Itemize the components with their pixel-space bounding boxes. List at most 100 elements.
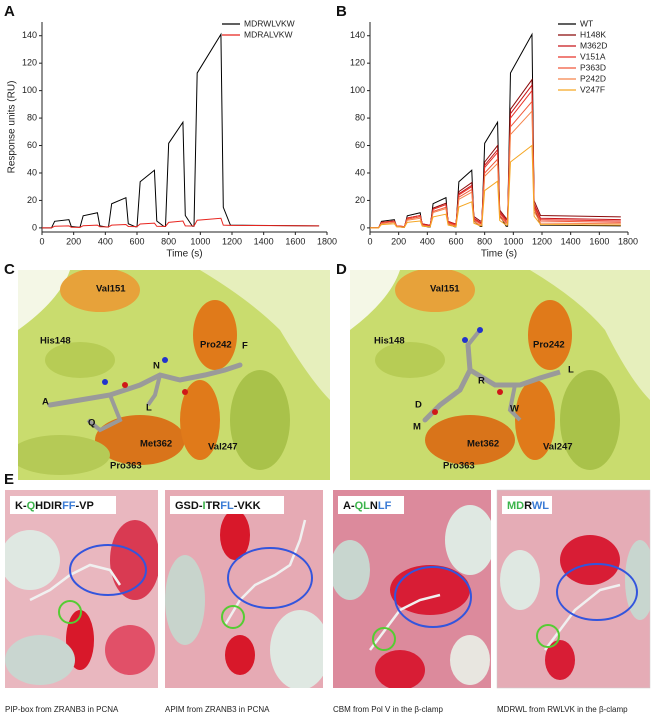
panel-letter: E (4, 471, 14, 488)
series-line (42, 217, 320, 229)
sequence-part: K- (15, 500, 27, 512)
residue-label: N (153, 361, 160, 372)
sequence-part: MD (507, 500, 524, 512)
sequence-part: -VP (76, 500, 94, 512)
y-tick-label: 100 (22, 85, 37, 95)
residue-label: Met362 (140, 439, 172, 450)
y-tick-label: 40 (27, 167, 37, 177)
y-tick-label: 120 (350, 58, 365, 68)
sequence-part: LF (378, 500, 392, 512)
x-tick-label: 1800 (317, 236, 337, 246)
residue-label: Pro363 (110, 461, 142, 472)
y-tick-label: 140 (22, 30, 37, 40)
y-tick-label: 100 (350, 85, 365, 95)
series-line (42, 32, 320, 229)
series-line (370, 109, 621, 229)
x-tick-label: 600 (448, 236, 463, 246)
surface-image-e3 (333, 490, 491, 688)
caption: CBM from Pol V in the β-clamp (333, 705, 444, 714)
sequence-title: A-QLNLF (343, 500, 392, 512)
y-tick-label: 60 (355, 140, 365, 150)
sequence-part: FF (62, 500, 76, 512)
y-tick-label: 0 (360, 222, 365, 232)
sequence-part: TR (206, 500, 221, 512)
sequence-part: -VKK (234, 500, 261, 512)
residue-label: Q (88, 418, 95, 429)
series-line (370, 78, 621, 229)
panel-letter: C (4, 261, 15, 278)
residue-label: L (568, 365, 574, 376)
x-tick-label: 600 (129, 236, 144, 246)
residue-label: D (415, 400, 422, 411)
x-tick-label: 200 (66, 236, 81, 246)
series-line (370, 89, 621, 229)
title-background (10, 496, 116, 514)
series-line (370, 83, 621, 229)
title-background (170, 496, 284, 514)
residue-label: R (478, 376, 485, 387)
residue-label: His148 (40, 336, 71, 347)
residue-label: Val247 (543, 442, 573, 453)
sequence-part: QL (355, 500, 371, 512)
residue-label: Val247 (208, 442, 238, 453)
panel-letter: D (336, 261, 347, 278)
panel-letter: A (4, 3, 15, 20)
residue-label: A (42, 397, 49, 408)
residue-label: Pro242 (533, 340, 565, 351)
residue-label: Met362 (467, 439, 499, 450)
residue-label: M (413, 422, 421, 433)
surface-image-d (350, 270, 650, 480)
y-tick-label: 20 (27, 195, 37, 205)
x-tick-label: 1600 (285, 236, 305, 246)
legend-label: V247F (580, 84, 605, 94)
residue-label: Val151 (430, 284, 460, 295)
y-tick-label: 140 (350, 30, 365, 40)
x-tick-label: 200 (391, 236, 406, 246)
residue-label: Pro363 (443, 461, 475, 472)
legend-label: V151A (580, 51, 606, 61)
x-tick-label: 1400 (254, 236, 274, 246)
sequence-part: N (370, 500, 378, 512)
x-tick-label: 1000 (503, 236, 523, 246)
title-background (502, 496, 552, 514)
frame (496, 489, 651, 689)
x-axis-label: Time (s) (166, 249, 202, 260)
caption: MDRWL from RWLVK in the β-clamp (497, 705, 628, 714)
legend-label: H148K (580, 29, 606, 39)
residue-label: Pro242 (200, 340, 232, 351)
y-tick-label: 0 (32, 222, 37, 232)
surface-image-e4 (497, 490, 650, 688)
x-tick-label: 1800 (618, 236, 638, 246)
surface-image-e1 (5, 490, 158, 688)
y-tick-label: 40 (355, 167, 365, 177)
caption: APIM from ZRANB3 in PCNA (165, 705, 270, 714)
x-axis-label: Time (s) (481, 249, 517, 260)
x-tick-label: 1200 (222, 236, 242, 246)
x-tick-label: 0 (39, 236, 44, 246)
x-tick-label: 1200 (532, 236, 552, 246)
legend-label: P242D (580, 73, 606, 83)
sequence-title: K-QHDIRFF-VP (15, 500, 94, 512)
y-tick-label: 120 (22, 58, 37, 68)
sequence-part: FL (220, 500, 234, 512)
legend-label: MDRALVKW (244, 29, 293, 39)
residue-label: L (146, 403, 152, 414)
sequence-part: R (524, 500, 532, 512)
sequence-part: Q (27, 500, 36, 512)
x-tick-label: 0 (367, 236, 372, 246)
sequence-title: GSD-ITRFL-VKK (175, 500, 261, 512)
caption: PIP-box from ZRANB3 in PCNA (5, 705, 119, 714)
surface-image-c (18, 270, 330, 480)
y-tick-label: 60 (27, 140, 37, 150)
series-line (370, 100, 621, 229)
sequence-part: A- (343, 500, 355, 512)
y-tick-label: 20 (355, 195, 365, 205)
sequence-title: MDRWL (507, 500, 549, 512)
panel-letter: B (336, 3, 347, 20)
legend-label: P363D (580, 62, 606, 72)
x-tick-label: 800 (161, 236, 176, 246)
sequence-part: HDIR (35, 500, 62, 512)
y-axis-label: Response units (RU) (7, 81, 18, 174)
x-tick-label: 400 (98, 236, 113, 246)
x-tick-label: 1600 (589, 236, 609, 246)
